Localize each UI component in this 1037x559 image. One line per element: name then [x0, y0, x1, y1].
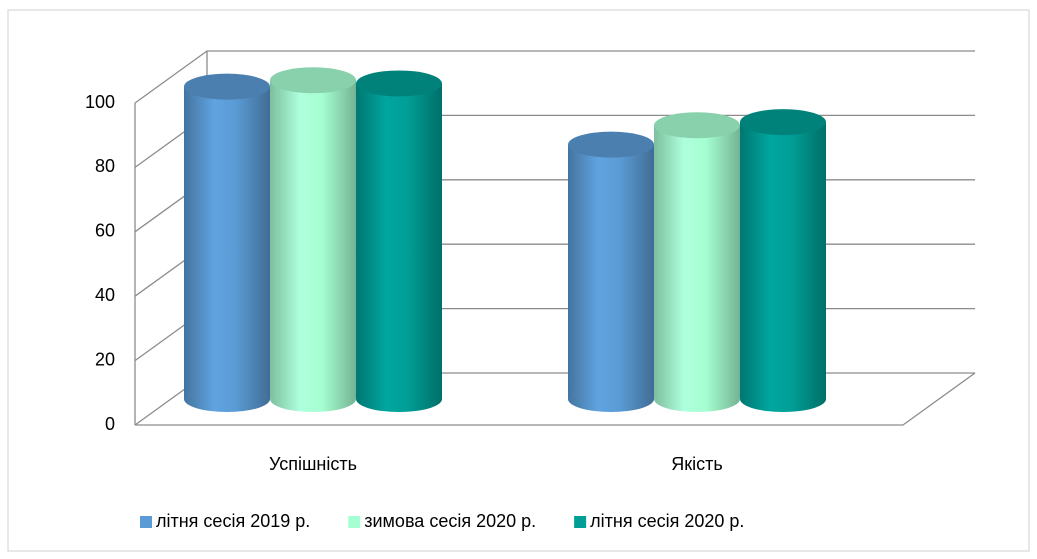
bar-side — [654, 125, 740, 413]
y-tick-label: 0 — [105, 414, 115, 434]
bar — [568, 131, 654, 412]
bar-top — [740, 109, 826, 136]
bar-side — [740, 122, 826, 412]
legend-swatch — [140, 516, 152, 528]
y-tick-label: 80 — [95, 156, 115, 176]
x-tick-label: Успішність — [269, 454, 357, 474]
bar-top — [654, 112, 740, 139]
bar — [740, 109, 826, 412]
legend-swatch — [574, 516, 587, 528]
bar-side — [568, 144, 654, 412]
y-tick-label: 40 — [95, 285, 115, 305]
bar-side — [270, 80, 356, 412]
bar-top — [270, 67, 356, 94]
bar — [270, 67, 356, 412]
bar-side — [184, 86, 270, 412]
bar — [356, 70, 442, 412]
chart-border — [7, 9, 1030, 552]
bar — [654, 112, 740, 413]
grid-line — [134, 50, 975, 104]
y-tick-label: 100 — [85, 92, 115, 112]
legend-label: літня сесія 2020 р. — [590, 511, 744, 531]
y-tick-label: 60 — [95, 221, 115, 241]
legend-label: зимова сесія 2020 р. — [364, 511, 536, 531]
legend-swatch — [348, 516, 361, 528]
bar — [184, 73, 270, 412]
bar-top — [356, 70, 442, 97]
floor — [135, 372, 976, 426]
legend-label: літня сесія 2019 р. — [156, 511, 310, 531]
x-tick-label: Якість — [671, 454, 723, 474]
bar-top — [568, 131, 654, 158]
bar-side — [356, 83, 442, 412]
y-tick-label: 20 — [95, 349, 115, 369]
bar-top — [184, 73, 270, 100]
